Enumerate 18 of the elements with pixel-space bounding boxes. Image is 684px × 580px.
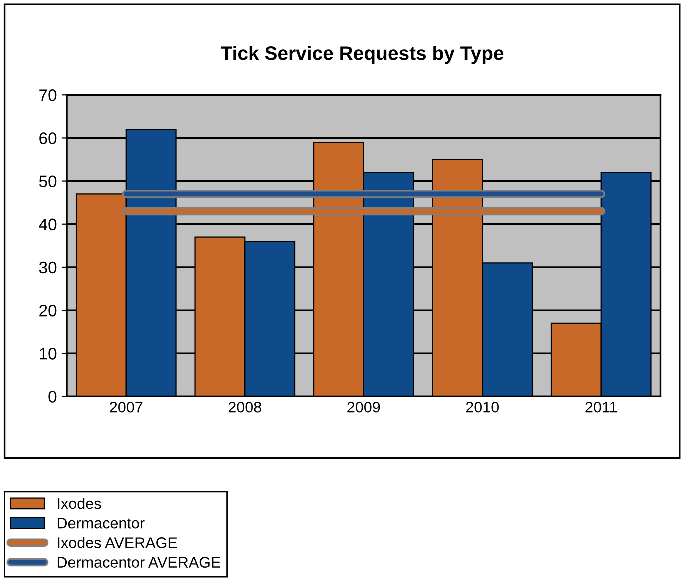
legend-label: Ixodes — [58, 498, 102, 510]
x-tick-label: 2011 — [586, 402, 618, 413]
y-tick-label: 60 — [40, 132, 57, 144]
y-tick-label: 10 — [40, 348, 57, 360]
y-tick-label: 40 — [39, 218, 57, 231]
y-tick-label: 70 — [40, 90, 57, 102]
legend-label: Dermacentor — [58, 518, 145, 529]
legend-label: Dermacentor AVERAGE — [58, 557, 221, 568]
chart-title: Tick Service Requests by Type — [220, 46, 504, 64]
y-tick-label: 0 — [48, 391, 57, 403]
y-tick-label: 20 — [40, 304, 57, 317]
x-tick-label: 2010 — [466, 402, 500, 413]
legend-label: Ixodes AVERAGE — [58, 537, 178, 548]
y-tick-label: 30 — [39, 262, 57, 274]
x-tick-label: 2007 — [110, 402, 143, 413]
x-tick-label: 2008 — [228, 402, 262, 413]
x-tick-label: 2009 — [348, 402, 380, 413]
y-tick-label: 50 — [39, 176, 57, 188]
